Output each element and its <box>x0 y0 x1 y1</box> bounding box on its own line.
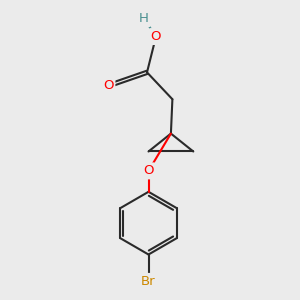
Text: H: H <box>139 12 149 25</box>
Text: O: O <box>151 30 161 43</box>
Text: O: O <box>103 79 113 92</box>
Text: Br: Br <box>141 275 156 288</box>
Text: O: O <box>143 164 154 177</box>
